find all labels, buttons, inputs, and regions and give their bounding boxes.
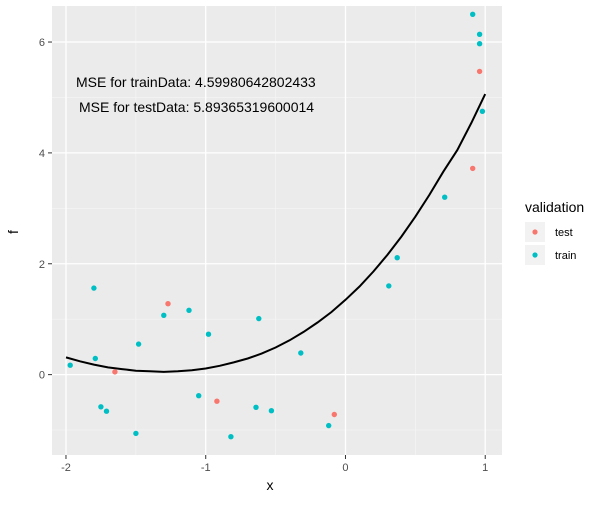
data-point-test	[470, 165, 476, 172]
fit-curve	[65, 93, 487, 373]
legend-swatch-test	[532, 229, 538, 235]
data-point-train	[268, 408, 275, 414]
data-point-train	[228, 434, 234, 440]
x-tick-label: -1	[201, 462, 211, 474]
data-point-train	[476, 31, 483, 37]
data-point-test	[214, 398, 220, 404]
x-tick-label: 0	[342, 462, 348, 474]
y-tick-label: 0	[39, 370, 45, 382]
y-tick-label: 2	[39, 259, 45, 271]
legend-label-train: train	[555, 250, 576, 262]
data-point-train	[91, 285, 97, 291]
data-point-train	[442, 194, 448, 200]
data-point-train	[298, 350, 304, 356]
x-axis-title: x	[267, 477, 274, 493]
axis-ticks: -2 -1 0 1 0 2 4 6	[39, 37, 488, 474]
data-point-train	[161, 312, 167, 318]
x-tick-label: 1	[482, 462, 488, 474]
data-point-train	[476, 41, 483, 47]
annotation-test-mse: MSE for testData: 5.89365319600014	[79, 99, 314, 115]
data-point-train	[386, 283, 392, 289]
grid-lines	[52, 6, 502, 455]
data-point-train	[256, 315, 262, 322]
y-tick-label: 4	[39, 148, 45, 160]
data-point-train	[326, 422, 332, 429]
legend: validation test train	[525, 199, 584, 265]
legend-label-test: test	[555, 227, 573, 239]
data-point-test	[331, 411, 337, 418]
data-point-train	[67, 362, 73, 368]
plot-panel-background	[52, 6, 502, 455]
data-point-train	[98, 404, 104, 410]
y-tick-label: 6	[39, 37, 45, 49]
fit-curve-layer	[65, 93, 487, 373]
data-point-train	[394, 255, 400, 261]
data-point-test	[165, 301, 171, 307]
data-point-train	[196, 393, 202, 399]
data-point-train	[133, 430, 139, 437]
x-tick-label: -2	[61, 462, 71, 474]
data-point-train	[186, 307, 192, 313]
legend-title: validation	[525, 199, 584, 215]
data-point-train	[479, 108, 486, 115]
data-point-train	[470, 11, 476, 17]
data-point-train	[92, 355, 99, 362]
y-axis-title: f	[5, 230, 21, 234]
data-point-train	[253, 404, 259, 410]
data-points-layer	[67, 11, 486, 440]
data-point-test	[112, 369, 118, 375]
data-point-train	[135, 341, 142, 347]
legend-swatch-train	[532, 252, 538, 258]
data-point-test	[476, 68, 483, 75]
annotation-train-mse: MSE for trainData: 4.59980642802433	[76, 74, 316, 90]
data-point-train	[103, 408, 110, 414]
data-point-train	[205, 331, 212, 337]
